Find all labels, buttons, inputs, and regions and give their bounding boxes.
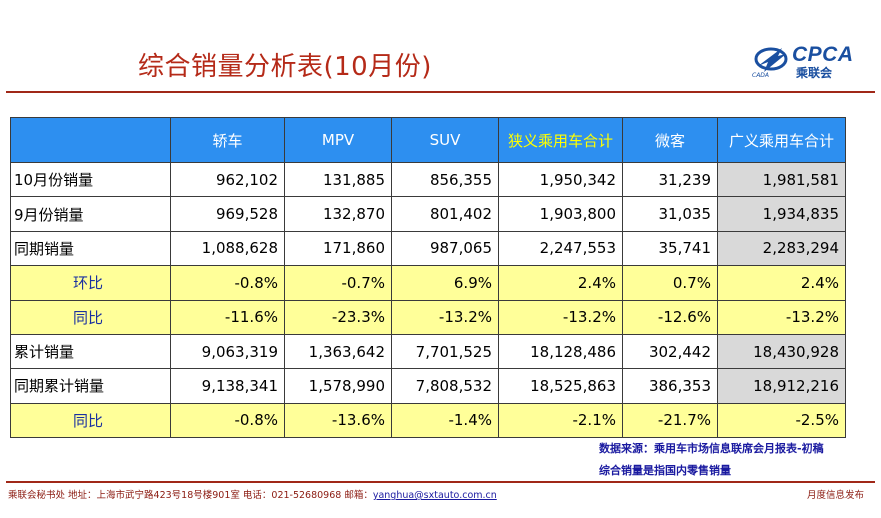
row-label: 环比: [10, 265, 171, 301]
table-cell: 18,912,216: [717, 368, 846, 404]
table-cell: -13.2%: [498, 299, 623, 335]
table-cell: 856,355: [391, 161, 499, 198]
header-cell: [10, 117, 171, 163]
table-cell: -2.1%: [498, 402, 623, 439]
table-cell: 2.4%: [498, 265, 623, 301]
table-cell: 2.4%: [717, 265, 846, 301]
table-cell: 302,442: [622, 333, 718, 370]
table-cell: -0.7%: [284, 265, 392, 301]
table-cell: 2,283,294: [717, 230, 846, 267]
table-cell: 31,239: [622, 161, 718, 198]
top-divider: [6, 91, 875, 93]
row-label: 同比: [10, 299, 171, 335]
row-label: 同比: [10, 402, 171, 439]
table-row: 同期销量 1,088,628 171,860 987,065 2,247,553…: [10, 230, 846, 267]
header-cell: 轿车: [170, 117, 285, 163]
table-cell: 969,528: [170, 196, 285, 232]
table-cell: 35,741: [622, 230, 718, 267]
header-cell: SUV: [391, 117, 499, 163]
bottom-divider: [6, 481, 875, 483]
table-cell: -12.6%: [622, 299, 718, 335]
table-header-row: 轿车 MPV SUV 狭义乘用车合计 微客 广义乘用车合计: [10, 117, 846, 163]
table-row: 10月份销量 962,102 131,885 856,355 1,950,342…: [10, 161, 846, 198]
table-cell: 31,035: [622, 196, 718, 232]
cpca-emblem-icon: [754, 47, 788, 72]
row-label: 同期累计销量: [10, 368, 171, 404]
cpca-logo: CPCA 乘联会 CADA: [752, 40, 862, 80]
table-cell: 6.9%: [391, 265, 499, 301]
table-cell: -13.2%: [391, 299, 499, 335]
header-cell: MPV: [284, 117, 392, 163]
sales-table: 轿车 MPV SUV 狭义乘用车合计 微客 广义乘用车合计 10月份销量 962…: [10, 117, 846, 439]
table-row: 环比 -0.8% -0.7% 6.9% 2.4% 0.7% 2.4%: [10, 265, 846, 301]
header-cell: 狭义乘用车合计: [498, 117, 623, 163]
table-row: 累计销量 9,063,319 1,363,642 7,701,525 18,12…: [10, 333, 846, 370]
table-cell: -23.3%: [284, 299, 392, 335]
table-cell: 1,981,581: [717, 161, 846, 198]
table-row: 同期累计销量 9,138,341 1,578,990 7,808,532 18,…: [10, 368, 846, 404]
table-cell: 0.7%: [622, 265, 718, 301]
table-cell: 9,138,341: [170, 368, 285, 404]
table-cell: 801,402: [391, 196, 499, 232]
footer-address: 乘联会秘书处 地址：上海市武宁路423号18号楼901室 电话：021-5268…: [8, 490, 373, 501]
logo-subtext: 乘联会: [796, 66, 833, 80]
table-cell: 7,808,532: [391, 368, 499, 404]
table-cell: 1,578,990: [284, 368, 392, 404]
table-cell: -21.7%: [622, 402, 718, 439]
footer-email-link[interactable]: yanghua@sxtauto.com.cn: [372, 490, 497, 501]
row-label: 同期销量: [10, 230, 171, 267]
table-cell: 171,860: [284, 230, 392, 267]
table-cell: 18,128,486: [498, 333, 623, 370]
table-row: 同比 -11.6% -23.3% -13.2% -13.2% -12.6% -1…: [10, 299, 846, 335]
row-label: 累计销量: [10, 333, 171, 370]
table-cell: 987,065: [391, 230, 499, 267]
row-label: 10月份销量: [10, 161, 171, 198]
logo-text: CPCA: [792, 43, 854, 66]
table-cell: 962,102: [170, 161, 285, 198]
table-cell: -13.2%: [717, 299, 846, 335]
table-cell: -2.5%: [717, 402, 846, 439]
logo-small-text: CADA: [752, 72, 770, 79]
table-cell: -13.6%: [284, 402, 392, 439]
table-cell: -1.4%: [391, 402, 499, 439]
table-cell: 1,903,800: [498, 196, 623, 232]
table-cell: 131,885: [284, 161, 392, 198]
data-source-note: 数据来源：乘用车市场信息联席会月报表-初稿: [599, 442, 824, 455]
table-cell: 2,247,553: [498, 230, 623, 267]
table-cell: 1,088,628: [170, 230, 285, 267]
table-cell: 386,353: [622, 368, 718, 404]
table-cell: 18,525,863: [498, 368, 623, 404]
table-cell: -0.8%: [170, 402, 285, 439]
table-cell: 7,701,525: [391, 333, 499, 370]
table-cell: 1,363,642: [284, 333, 392, 370]
header-cell: 广义乘用车合计: [717, 117, 846, 163]
table-cell: 9,063,319: [170, 333, 285, 370]
table-cell: 1,950,342: [498, 161, 623, 198]
scope-note: 综合销量是指国内零售销量: [599, 464, 731, 477]
page-title: 综合销量分析表(10月份): [138, 52, 432, 82]
table-row: 同比 -0.8% -13.6% -1.4% -2.1% -21.7% -2.5%: [10, 402, 846, 439]
table-cell: 1,934,835: [717, 196, 846, 232]
table-cell: -11.6%: [170, 299, 285, 335]
table-cell: -0.8%: [170, 265, 285, 301]
row-label: 9月份销量: [10, 196, 171, 232]
header-cell: 微客: [622, 117, 718, 163]
table-row: 9月份销量 969,528 132,870 801,402 1,903,800 …: [10, 196, 846, 232]
footer-release-label: 月度信息发布: [806, 490, 864, 501]
table-cell: 18,430,928: [717, 333, 846, 370]
footer-contact: 乘联会秘书处 地址：上海市武宁路423号18号楼901室 电话：021-5268…: [8, 487, 497, 501]
table-cell: 132,870: [284, 196, 392, 232]
